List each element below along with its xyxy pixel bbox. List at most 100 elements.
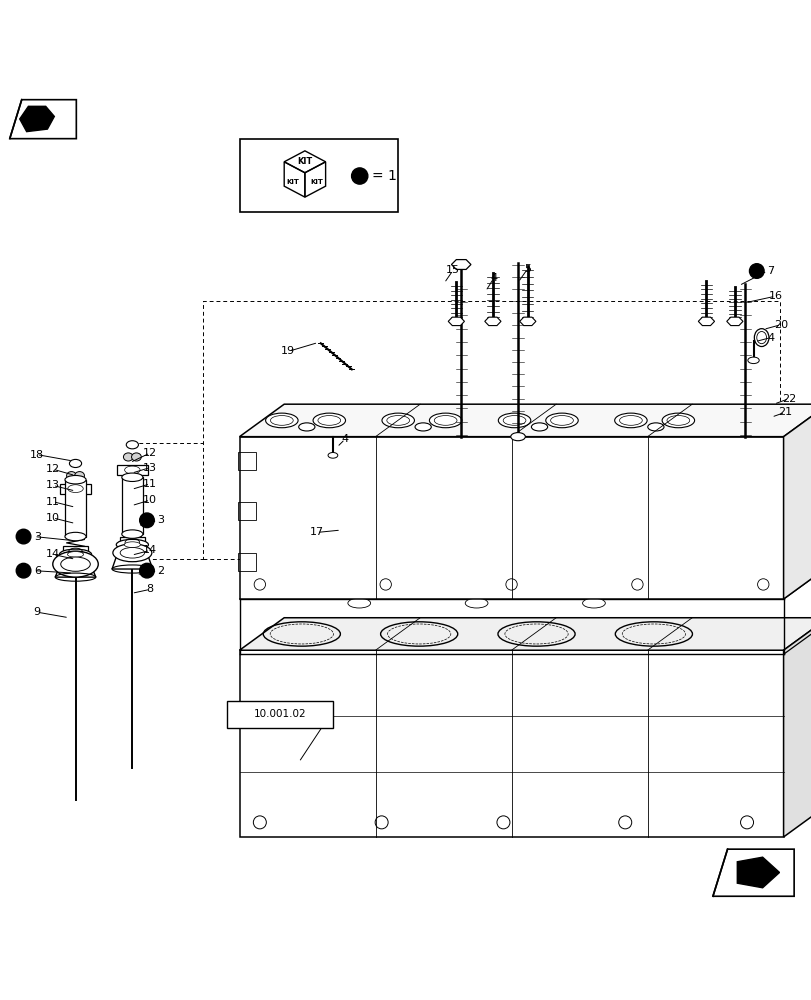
Text: 16: 16 xyxy=(767,291,782,301)
Polygon shape xyxy=(736,857,779,888)
Bar xyxy=(239,139,397,212)
Text: KIT: KIT xyxy=(311,179,323,185)
Text: 3: 3 xyxy=(34,532,41,542)
Text: 12: 12 xyxy=(45,464,60,474)
Ellipse shape xyxy=(347,598,370,608)
Ellipse shape xyxy=(465,598,487,608)
Ellipse shape xyxy=(465,558,487,567)
Circle shape xyxy=(139,563,154,578)
Text: 14: 14 xyxy=(45,549,60,559)
Ellipse shape xyxy=(434,416,457,425)
Ellipse shape xyxy=(498,413,530,428)
Ellipse shape xyxy=(414,423,431,431)
Ellipse shape xyxy=(581,558,604,567)
Circle shape xyxy=(351,168,367,184)
Ellipse shape xyxy=(59,549,92,560)
Ellipse shape xyxy=(122,530,143,538)
Ellipse shape xyxy=(510,433,525,441)
Text: 4: 4 xyxy=(766,333,773,343)
Ellipse shape xyxy=(61,557,90,571)
Text: 13: 13 xyxy=(143,463,157,473)
Text: = 1: = 1 xyxy=(371,169,397,183)
Polygon shape xyxy=(783,618,811,837)
Polygon shape xyxy=(448,317,464,326)
Text: 8: 8 xyxy=(147,584,153,594)
Ellipse shape xyxy=(75,472,84,480)
Ellipse shape xyxy=(122,473,143,481)
Ellipse shape xyxy=(386,416,409,425)
Ellipse shape xyxy=(647,423,663,431)
Polygon shape xyxy=(519,317,535,326)
Text: 7: 7 xyxy=(766,266,774,276)
Bar xyxy=(238,502,255,520)
Text: 17: 17 xyxy=(309,527,324,537)
Ellipse shape xyxy=(120,548,144,558)
Ellipse shape xyxy=(347,558,370,567)
Ellipse shape xyxy=(318,416,341,425)
Text: KIT: KIT xyxy=(286,179,298,185)
Text: 5: 5 xyxy=(524,264,530,274)
Text: 22: 22 xyxy=(781,393,796,403)
Polygon shape xyxy=(239,567,811,599)
Ellipse shape xyxy=(608,567,693,598)
Ellipse shape xyxy=(116,539,148,550)
Text: 13: 13 xyxy=(45,480,60,490)
Polygon shape xyxy=(55,561,96,577)
Polygon shape xyxy=(19,106,54,132)
Text: 10.001.02: 10.001.02 xyxy=(253,709,306,719)
Text: 21: 21 xyxy=(777,407,792,417)
Bar xyxy=(238,553,255,571)
Ellipse shape xyxy=(756,332,766,344)
Text: 2: 2 xyxy=(157,566,165,576)
Ellipse shape xyxy=(265,413,298,428)
Bar xyxy=(122,477,143,534)
Polygon shape xyxy=(239,650,783,837)
Circle shape xyxy=(139,513,154,528)
Bar xyxy=(120,537,144,549)
Ellipse shape xyxy=(270,416,293,425)
Polygon shape xyxy=(112,550,152,569)
Text: KIT: KIT xyxy=(297,157,312,166)
Text: 9: 9 xyxy=(33,607,40,617)
Polygon shape xyxy=(484,317,500,326)
Bar xyxy=(65,480,86,537)
Text: 4: 4 xyxy=(490,273,496,283)
Text: 19: 19 xyxy=(281,346,295,356)
Ellipse shape xyxy=(429,413,461,428)
Bar xyxy=(238,452,255,470)
Ellipse shape xyxy=(131,453,141,461)
Ellipse shape xyxy=(503,416,526,425)
Ellipse shape xyxy=(550,416,573,425)
Text: 10: 10 xyxy=(45,513,60,523)
Text: 10: 10 xyxy=(143,495,157,505)
Bar xyxy=(60,484,91,494)
Text: 15: 15 xyxy=(445,265,460,275)
Polygon shape xyxy=(697,317,714,326)
Ellipse shape xyxy=(53,551,98,577)
Ellipse shape xyxy=(545,413,577,428)
Ellipse shape xyxy=(313,413,345,428)
Ellipse shape xyxy=(126,441,138,449)
Ellipse shape xyxy=(298,423,315,431)
Ellipse shape xyxy=(256,567,341,598)
Ellipse shape xyxy=(67,472,76,480)
Ellipse shape xyxy=(666,416,689,425)
Ellipse shape xyxy=(753,329,768,347)
Ellipse shape xyxy=(619,416,642,425)
Text: 20: 20 xyxy=(773,320,787,330)
Polygon shape xyxy=(239,618,811,650)
Ellipse shape xyxy=(530,423,547,431)
Polygon shape xyxy=(451,260,470,269)
Bar xyxy=(63,546,88,558)
Text: 11: 11 xyxy=(45,497,60,507)
Text: 4: 4 xyxy=(341,434,348,444)
Ellipse shape xyxy=(113,544,152,562)
Ellipse shape xyxy=(328,452,337,458)
Circle shape xyxy=(16,563,31,578)
Text: 11: 11 xyxy=(143,479,157,489)
Ellipse shape xyxy=(614,413,646,428)
Ellipse shape xyxy=(123,453,133,461)
Circle shape xyxy=(16,529,31,544)
Ellipse shape xyxy=(661,413,693,428)
Text: 18: 18 xyxy=(29,450,44,460)
